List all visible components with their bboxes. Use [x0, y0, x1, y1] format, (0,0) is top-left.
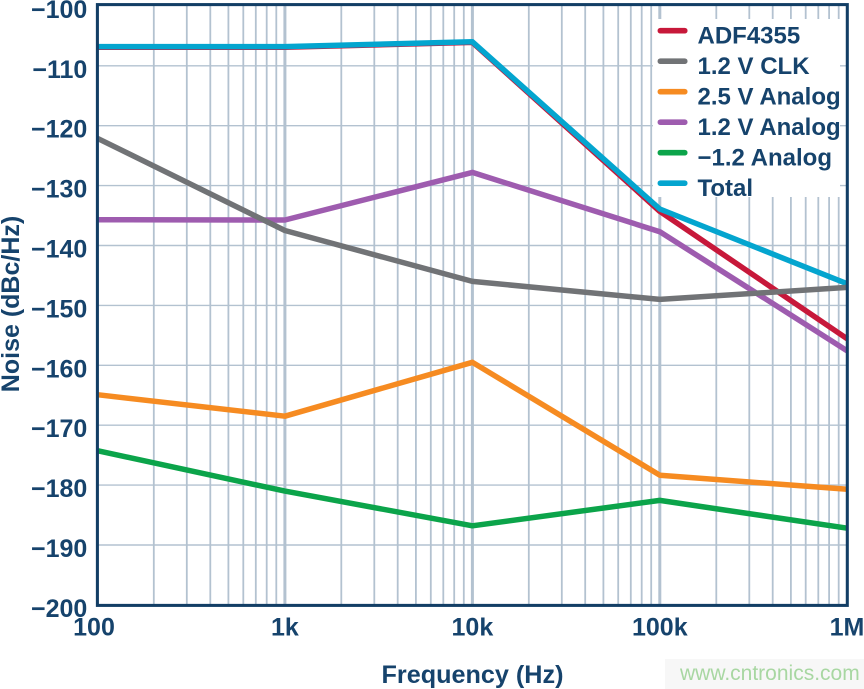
svg-text:−140: −140: [31, 236, 87, 264]
svg-text:1k: 1k: [271, 614, 299, 642]
svg-text:−110: −110: [32, 56, 87, 84]
svg-text:100: 100: [73, 614, 115, 642]
svg-text:Frequency (Hz): Frequency (Hz): [382, 661, 564, 689]
svg-text:−130: −130: [31, 176, 87, 204]
svg-text:−150: −150: [31, 295, 87, 323]
svg-text:1M: 1M: [830, 614, 864, 642]
svg-text:−1.2 Analog: −1.2 Analog: [698, 144, 832, 171]
svg-text:1.2 V CLK: 1.2 V CLK: [698, 53, 811, 80]
svg-text:−190: −190: [31, 535, 87, 563]
svg-text:Noise (dBc/Hz): Noise (dBc/Hz): [0, 216, 25, 392]
svg-text:2.5 V Analog: 2.5 V Analog: [698, 83, 841, 110]
svg-text:−100: −100: [31, 0, 87, 24]
svg-text:−160: −160: [31, 355, 87, 383]
svg-text:−200: −200: [31, 595, 87, 623]
svg-text:100k: 100k: [632, 614, 688, 642]
svg-text:−120: −120: [31, 116, 87, 144]
svg-text:www.cntronics.com: www.cntronics.com: [679, 662, 860, 685]
svg-text:10k: 10k: [452, 614, 494, 642]
svg-text:ADF4355: ADF4355: [698, 22, 801, 49]
svg-text:−180: −180: [31, 475, 87, 503]
svg-text:1.2 V Analog: 1.2 V Analog: [698, 114, 841, 141]
svg-text:Total: Total: [698, 175, 754, 202]
svg-text:−170: −170: [31, 415, 87, 443]
